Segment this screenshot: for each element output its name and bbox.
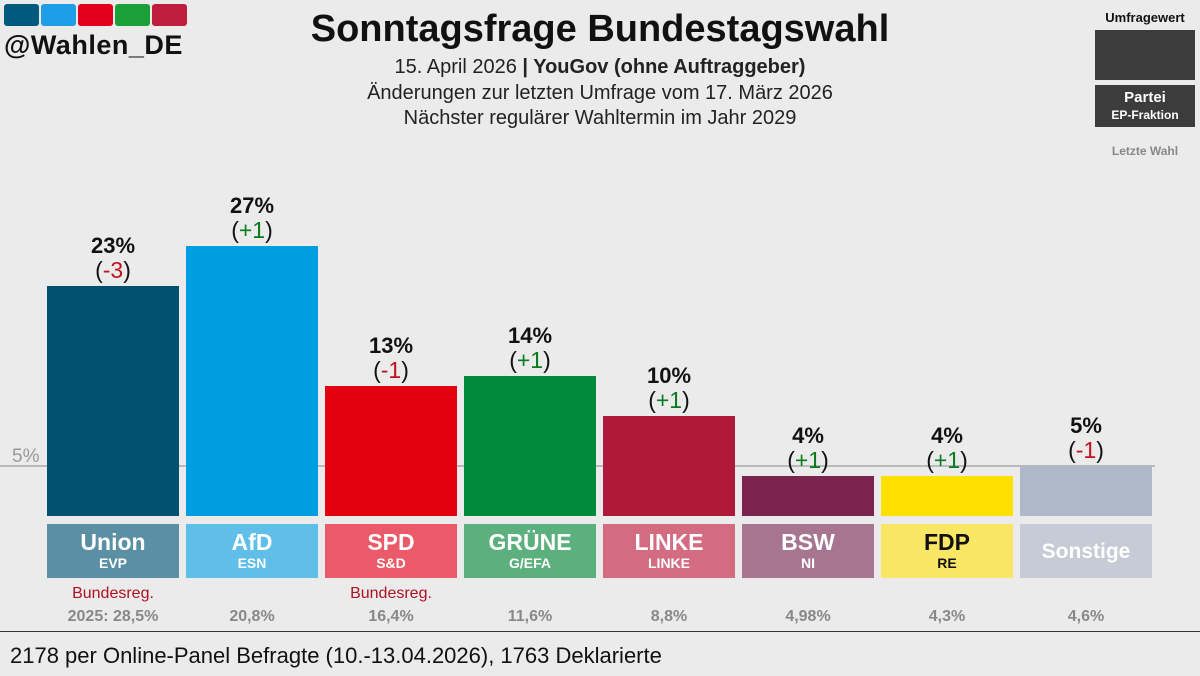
brand-color-strip bbox=[4, 4, 187, 26]
legend-party-swatch: Partei EP-Fraktion bbox=[1095, 85, 1195, 127]
party-name-5: BSW bbox=[781, 529, 835, 555]
bar-3 bbox=[464, 376, 596, 516]
poll-subtitle: 15. April 2026 | YouGov (ohne Auftraggeb… bbox=[0, 56, 1200, 79]
party-name-3: GRÜNE bbox=[488, 529, 571, 555]
party-box-1 bbox=[186, 524, 318, 578]
brand-swatch-1 bbox=[4, 4, 39, 26]
footer-note: 2178 per Online-Panel Befragte (10.-13.0… bbox=[10, 643, 662, 668]
last-election-3: 11,6% bbox=[508, 608, 552, 625]
party-name-6: FDP bbox=[924, 529, 970, 555]
change-label-0: (-3) bbox=[95, 257, 131, 283]
party-box-0 bbox=[47, 524, 179, 578]
changes-note: Änderungen zur letzten Umfrage vom 17. M… bbox=[367, 82, 833, 104]
brand-swatch-3 bbox=[78, 4, 113, 26]
faction-name-2: S&D bbox=[376, 555, 406, 571]
value-label-3: 14% bbox=[508, 323, 552, 348]
faction-name-1: ESN bbox=[238, 555, 267, 571]
faction-name-4: LINKE bbox=[648, 555, 690, 571]
legend-title: Umfragewert bbox=[1105, 10, 1185, 25]
last-election-0: 2025: 28,5% bbox=[68, 608, 159, 625]
value-label-6: 4% bbox=[931, 423, 963, 448]
value-label-2: 13% bbox=[369, 333, 413, 358]
bar-5 bbox=[742, 476, 874, 516]
bar-2 bbox=[325, 386, 457, 516]
change-label-4: (+1) bbox=[648, 387, 690, 413]
last-election-7: 4,6% bbox=[1068, 608, 1104, 625]
change-label-7: (-1) bbox=[1068, 437, 1104, 463]
last-election-2: 16,4% bbox=[368, 608, 413, 625]
last-election-4: 8,8% bbox=[651, 608, 687, 625]
value-label-7: 5% bbox=[1070, 413, 1102, 438]
brand-handle: @Wahlen_DE bbox=[4, 30, 183, 60]
bar-1 bbox=[186, 246, 318, 516]
value-label-1: 27% bbox=[230, 193, 274, 218]
footer-divider bbox=[0, 631, 1200, 632]
faction-name-3: G/EFA bbox=[509, 555, 551, 571]
faction-name-6: RE bbox=[937, 555, 956, 571]
legend-faction-label: EP-Fraktion bbox=[1111, 108, 1179, 122]
party-box-6 bbox=[881, 524, 1013, 578]
change-label-5: (+1) bbox=[787, 447, 829, 473]
party-box-4 bbox=[603, 524, 735, 578]
poll-date: 15. April 2026 bbox=[394, 56, 517, 78]
change-label-6: (+1) bbox=[926, 447, 968, 473]
last-election-6: 4,3% bbox=[929, 608, 965, 625]
party-name-0: Union bbox=[80, 529, 145, 555]
next-election-note: Nächster regulärer Wahltermin im Jahr 20… bbox=[403, 107, 797, 129]
value-label-4: 10% bbox=[647, 363, 691, 388]
bar-6 bbox=[881, 476, 1013, 516]
last-election-1: 20,8% bbox=[229, 608, 274, 625]
change-label-2: (-1) bbox=[373, 357, 409, 383]
faction-name-5: NI bbox=[801, 555, 815, 571]
party-name-1: AfD bbox=[232, 529, 273, 555]
party-box-5 bbox=[742, 524, 874, 578]
value-label-5: 4% bbox=[792, 423, 824, 448]
brand-swatch-5 bbox=[152, 4, 187, 26]
bar-0 bbox=[47, 286, 179, 516]
faction-name-0: EVP bbox=[99, 555, 127, 571]
party-name-4: LINKE bbox=[635, 529, 704, 555]
brand-swatch-4 bbox=[115, 4, 150, 26]
bar-7 bbox=[1020, 466, 1152, 516]
gov-note-2: Bundesreg. bbox=[350, 585, 432, 602]
party-box-2 bbox=[325, 524, 457, 578]
chart-title: Sonntagsfrage Bundestagswahl bbox=[310, 8, 890, 50]
legend-value-swatch bbox=[1095, 30, 1195, 80]
subtitle-separator: | bbox=[516, 56, 534, 78]
gov-note-0: Bundesreg. bbox=[72, 585, 154, 602]
party-box-3 bbox=[464, 524, 596, 578]
party-name-7: Sonstige bbox=[1042, 540, 1131, 563]
party-name-2: SPD bbox=[367, 529, 414, 555]
change-label-1: (+1) bbox=[231, 217, 273, 243]
pollster-name: YouGov (ohne Auftraggeber) bbox=[533, 56, 806, 78]
party-box-7 bbox=[1020, 524, 1152, 578]
threshold-label: 5% bbox=[12, 446, 40, 467]
last-election-5: 4,98% bbox=[785, 608, 830, 625]
brand-swatch-2 bbox=[41, 4, 76, 26]
value-label-0: 23% bbox=[91, 233, 135, 258]
bar-4 bbox=[603, 416, 735, 516]
legend-party-label: Partei bbox=[1124, 89, 1166, 106]
legend-last-election: Letzte Wahl bbox=[1111, 144, 1179, 158]
change-label-3: (+1) bbox=[509, 347, 551, 373]
